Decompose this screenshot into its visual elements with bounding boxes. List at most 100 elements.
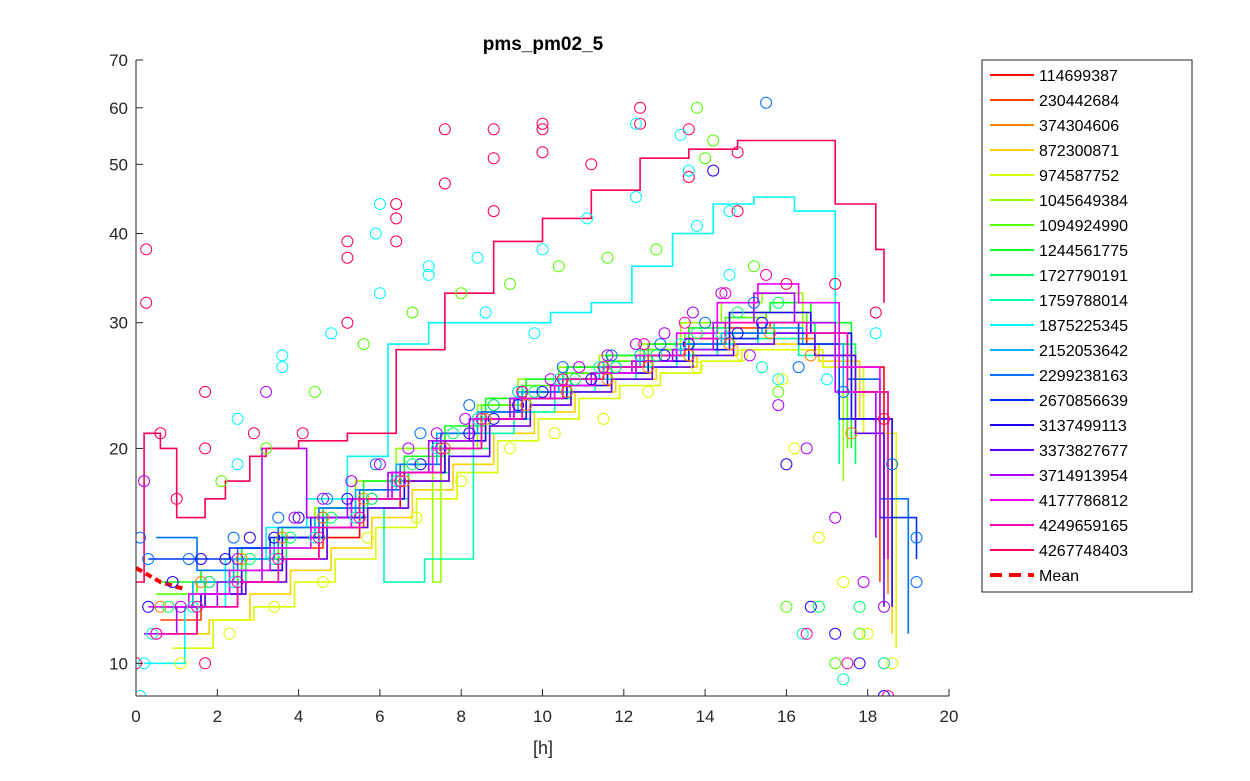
data-point-marker: [186, 600, 199, 613]
data-point-marker: [422, 260, 435, 273]
data-point-marker: [369, 227, 382, 240]
data-point-marker: [573, 361, 586, 374]
legend-entry: 4177786812: [990, 493, 1128, 510]
data-point-marker: [731, 327, 744, 340]
data-point-marker: [776, 373, 789, 386]
data-point-marker: [471, 251, 484, 264]
data-point-marker: [357, 492, 370, 505]
legend-entry: 1244561775: [990, 243, 1128, 260]
data-point-marker: [390, 212, 403, 225]
y-tick-label: 60: [109, 99, 128, 118]
legend-entry: 3714913954: [990, 468, 1128, 485]
data-point-marker: [552, 373, 565, 386]
data-point-marker: [585, 158, 598, 171]
legend-label: 2299238163: [1039, 368, 1128, 385]
data-point-marker: [861, 627, 874, 640]
data-point-marker: [699, 316, 712, 329]
data-point-marker: [140, 243, 153, 256]
data-point-marker: [422, 268, 435, 281]
data-point-marker: [556, 373, 569, 386]
data-point-marker: [166, 576, 179, 588]
data-point-marker: [438, 177, 451, 190]
data-point-marker: [780, 600, 793, 613]
data-point-marker: [829, 277, 842, 290]
data-point-marker: [731, 205, 744, 218]
data-point-marker: [536, 117, 549, 130]
data-point-marker: [516, 385, 529, 398]
data-point-marker: [853, 600, 866, 613]
data-point-marker: [910, 576, 923, 588]
data-point-marker: [829, 627, 842, 640]
data-point-marker: [247, 427, 260, 440]
data-point-marker: [674, 128, 687, 141]
legend: 114699387 230442684 374304606 872300871 9745…: [981, 59, 1193, 593]
data-point-marker: [231, 576, 244, 588]
legend-label: 3137499113: [1039, 418, 1127, 435]
data-point-marker: [369, 458, 382, 471]
data-point-marker: [792, 361, 805, 374]
data-point-marker: [837, 673, 850, 686]
data-point-marker: [756, 316, 768, 329]
data-point-marker: [780, 458, 793, 471]
data-point-marker: [536, 243, 549, 256]
data-point-marker: [353, 511, 366, 524]
data-point-marker: [756, 361, 768, 374]
y-tick-label: 70: [109, 51, 128, 70]
legend-label: 974587752: [1039, 168, 1119, 185]
data-point-marker: [487, 152, 500, 165]
data-point-marker: [398, 475, 411, 488]
data-point-marker: [878, 600, 890, 613]
data-point-marker: [317, 492, 329, 505]
data-point-marker: [504, 442, 516, 455]
legend-entry: 3137499113: [990, 418, 1127, 435]
data-point-marker: [447, 427, 460, 440]
legend-label: 2152053642: [1039, 343, 1128, 360]
data-point-marker: [292, 511, 305, 524]
legend-label: 1875225345: [1039, 318, 1128, 335]
data-point-marker: [707, 164, 720, 177]
data-point-marker: [634, 101, 647, 114]
data-point-marker: [886, 657, 899, 670]
data-point-marker: [601, 251, 614, 264]
data-point-marker: [463, 399, 476, 412]
data-point-marker: [365, 492, 378, 505]
data-point-marker: [699, 152, 712, 165]
legend-entry: 3373827677: [990, 443, 1128, 460]
data-point-marker: [406, 306, 419, 319]
data-point-marker: [479, 412, 492, 425]
data-point-marker: [406, 458, 419, 471]
data-point-marker: [438, 123, 451, 136]
data-point-marker: [463, 427, 476, 440]
legend-entry: 872300871: [990, 143, 1119, 160]
data-point-marker: [691, 101, 703, 114]
data-point-marker: [479, 306, 492, 319]
data-point-marker: [747, 260, 760, 273]
data-point-marker: [886, 458, 899, 471]
plot-markers-group: [136, 96, 923, 696]
data-point-marker: [520, 399, 533, 412]
data-point-marker: [878, 412, 890, 425]
data-point-marker: [195, 553, 207, 565]
x-tick-label: 8: [456, 707, 465, 726]
data-point-marker: [438, 442, 451, 455]
data-point-marker: [772, 373, 785, 386]
data-point-marker: [650, 243, 663, 256]
data-point-marker: [597, 412, 610, 425]
y-tick-label: 40: [109, 225, 128, 244]
data-point-marker: [691, 327, 703, 340]
data-point-marker: [601, 349, 614, 362]
data-point-marker: [581, 212, 594, 225]
legend-label: 4249659165: [1039, 518, 1128, 535]
data-point-marker: [800, 627, 813, 640]
y-tick-label: 10: [109, 654, 128, 673]
data-point-marker: [182, 553, 195, 565]
data-point-marker: [569, 373, 581, 386]
data-point-marker: [170, 492, 183, 505]
data-point-marker: [402, 442, 415, 455]
data-point-marker: [552, 260, 565, 273]
data-point-marker: [772, 296, 785, 309]
legend-entry: Mean: [990, 568, 1079, 585]
data-point-marker: [357, 338, 370, 351]
data-point-marker: [268, 531, 281, 544]
data-point-marker: [199, 657, 212, 670]
